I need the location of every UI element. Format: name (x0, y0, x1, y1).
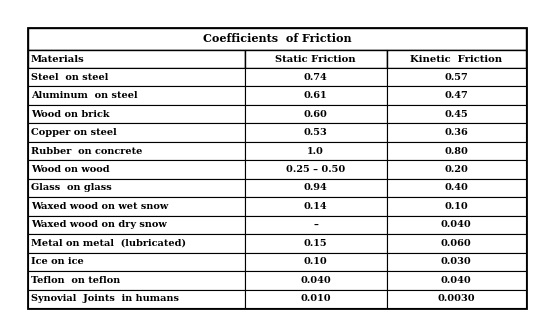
Text: Kinetic  Friction: Kinetic Friction (410, 54, 502, 63)
Bar (387, 86, 526, 105)
Text: 0.74: 0.74 (304, 73, 327, 82)
Bar (245, 160, 387, 179)
Text: Metal on metal  (lubricated): Metal on metal (lubricated) (31, 239, 186, 248)
Text: Ice on ice: Ice on ice (31, 257, 84, 266)
Bar (245, 68, 387, 86)
Text: 0.60: 0.60 (304, 110, 327, 119)
Bar (245, 50, 387, 68)
Bar (387, 50, 526, 68)
Text: 0.030: 0.030 (441, 257, 471, 266)
Bar (245, 124, 387, 142)
Bar (28, 216, 245, 234)
Text: Waxed wood on wet snow: Waxed wood on wet snow (31, 202, 168, 211)
Bar (28, 197, 245, 216)
Bar (245, 142, 387, 160)
Text: Materials: Materials (31, 54, 85, 63)
Bar (245, 86, 387, 105)
Text: 0.14: 0.14 (304, 202, 327, 211)
Bar (387, 68, 526, 86)
Bar (28, 86, 245, 105)
Text: 0.15: 0.15 (304, 239, 327, 248)
Bar (387, 160, 526, 179)
Bar (387, 253, 526, 271)
Bar (387, 290, 526, 308)
Bar (245, 197, 387, 216)
Bar (28, 179, 245, 197)
Text: –: – (313, 220, 318, 229)
Bar (245, 271, 387, 290)
Text: Coefficients  of Friction: Coefficients of Friction (203, 34, 351, 44)
Bar (387, 124, 526, 142)
Text: 0.0030: 0.0030 (438, 294, 475, 303)
Bar (28, 28, 526, 308)
Bar (245, 290, 387, 308)
Text: 0.47: 0.47 (444, 91, 468, 100)
Text: 0.10: 0.10 (444, 202, 468, 211)
Bar (28, 271, 245, 290)
Bar (387, 271, 526, 290)
Bar (28, 253, 245, 271)
Bar (28, 105, 245, 124)
Text: Glass  on glass: Glass on glass (31, 184, 112, 193)
Bar (245, 234, 387, 253)
Bar (245, 253, 387, 271)
Text: 0.40: 0.40 (444, 184, 468, 193)
Text: Rubber  on concrete: Rubber on concrete (31, 146, 142, 156)
Text: 0.25 – 0.50: 0.25 – 0.50 (286, 165, 345, 174)
Text: Aluminum  on steel: Aluminum on steel (31, 91, 137, 100)
Text: 0.57: 0.57 (444, 73, 468, 82)
Text: Steel  on steel: Steel on steel (31, 73, 109, 82)
Text: 0.20: 0.20 (444, 165, 468, 174)
Bar (28, 160, 245, 179)
Text: 0.61: 0.61 (304, 91, 327, 100)
Text: 0.060: 0.060 (441, 239, 471, 248)
Text: 0.36: 0.36 (444, 128, 468, 137)
Text: 1.0: 1.0 (307, 146, 324, 156)
Text: 0.53: 0.53 (304, 128, 327, 137)
Text: 0.45: 0.45 (444, 110, 468, 119)
Bar (28, 28, 526, 50)
Bar (28, 50, 245, 68)
Bar (28, 68, 245, 86)
Text: 0.040: 0.040 (441, 220, 471, 229)
Bar (387, 179, 526, 197)
Bar (245, 216, 387, 234)
Text: 0.040: 0.040 (441, 276, 471, 285)
Bar (387, 234, 526, 253)
Text: Teflon  on teflon: Teflon on teflon (31, 276, 120, 285)
Bar (28, 142, 245, 160)
Bar (245, 105, 387, 124)
Bar (387, 142, 526, 160)
Text: Wood on wood: Wood on wood (31, 165, 110, 174)
Bar (387, 216, 526, 234)
Bar (28, 124, 245, 142)
Text: Wood on brick: Wood on brick (31, 110, 110, 119)
Bar (28, 234, 245, 253)
Text: Static Friction: Static Friction (275, 54, 356, 63)
Text: 0.040: 0.040 (300, 276, 331, 285)
Text: Copper on steel: Copper on steel (31, 128, 117, 137)
Text: 0.10: 0.10 (304, 257, 327, 266)
Bar (245, 179, 387, 197)
Bar (28, 290, 245, 308)
Text: 0.010: 0.010 (300, 294, 331, 303)
Bar (387, 197, 526, 216)
Text: 0.94: 0.94 (304, 184, 327, 193)
Text: Synovial  Joints  in humans: Synovial Joints in humans (31, 294, 179, 303)
Text: Waxed wood on dry snow: Waxed wood on dry snow (31, 220, 167, 229)
Text: 0.80: 0.80 (444, 146, 468, 156)
Bar (387, 105, 526, 124)
